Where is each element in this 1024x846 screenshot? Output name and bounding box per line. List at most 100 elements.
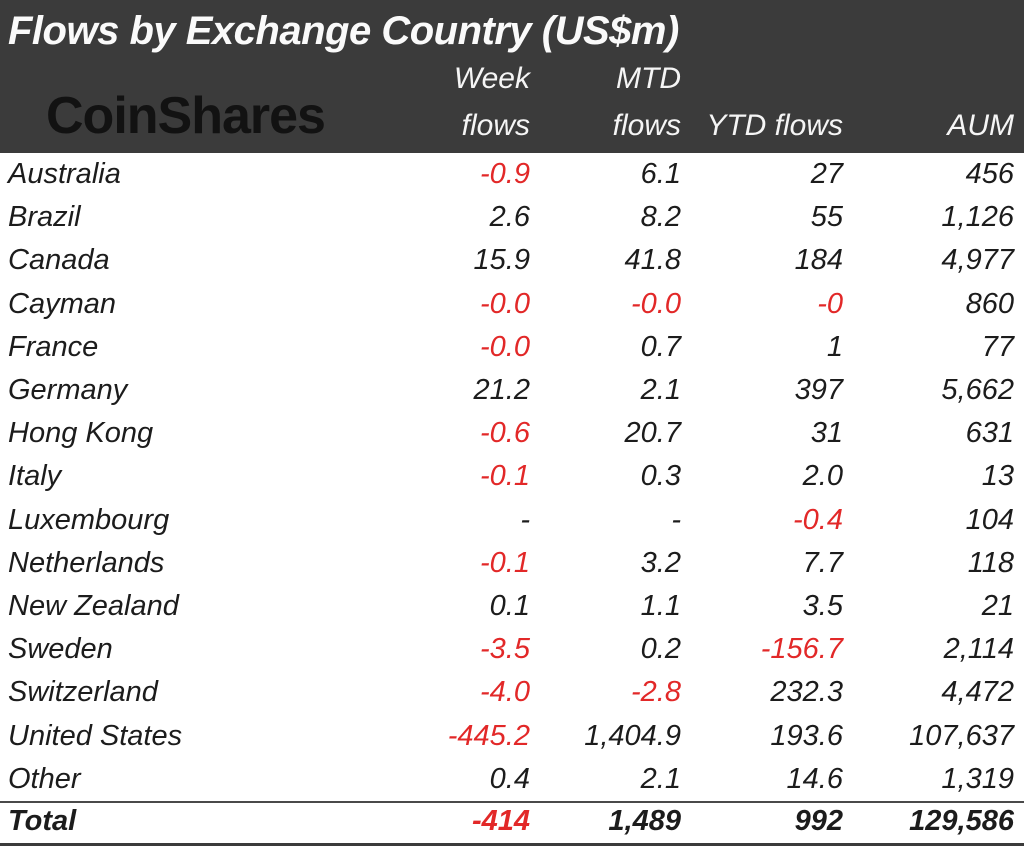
- value-cell-ytd-flows: 397: [794, 374, 843, 407]
- value-cell-mtd-flows: -: [671, 503, 681, 536]
- country-label: Hong Kong: [8, 417, 154, 450]
- value-cell-aum: 456: [965, 158, 1014, 191]
- logo-cell: CoinShares: [0, 90, 390, 154]
- value-cell-ytd-flows: -156.7: [760, 633, 843, 666]
- value-cell-week-flows: -0.6: [480, 417, 530, 450]
- table-row: Hong Kong -0.6 20.7 31 631: [0, 412, 1024, 455]
- table-row: New Zealand 0.1 1.1 3.5 21: [0, 585, 1024, 628]
- total-aum: 129,586: [909, 805, 1014, 838]
- value-cell-mtd-flows: 20.7: [624, 417, 681, 450]
- value-cell-aum: 107,637: [909, 719, 1014, 752]
- value-cell-week-flows: 0.1: [489, 589, 530, 622]
- value-cell-week-flows: -0.1: [480, 460, 530, 493]
- value-cell-week-flows: -3.5: [480, 633, 530, 666]
- value-cell-week-flows: -445.2: [447, 719, 530, 752]
- country-label: New Zealand: [8, 589, 179, 622]
- column-header-row: CoinShares Week flows MTD flows YTD flow…: [0, 55, 1024, 144]
- country-label: Sweden: [8, 633, 113, 666]
- table-row: Cayman -0.0 -0.0 -0 860: [0, 283, 1024, 326]
- country-label: United States: [8, 719, 183, 752]
- value-cell-aum: 2,114: [943, 633, 1014, 666]
- table-row: Netherlands -0.1 3.2 7.7 118: [0, 542, 1024, 585]
- value-cell-ytd-flows: 184: [794, 244, 843, 277]
- value-cell-mtd-flows: 2.1: [640, 374, 681, 407]
- value-cell-week-flows: -: [520, 503, 530, 536]
- column-header-ytd-flows: YTD flows: [706, 109, 843, 142]
- table-row: Sweden -3.5 0.2 -156.7 2,114: [0, 628, 1024, 671]
- value-cell-aum: 13: [981, 460, 1014, 493]
- total-mtd-flows: 1,489: [608, 805, 681, 838]
- value-cell-week-flows: 21.2: [473, 374, 530, 407]
- figure-header: Flows by Exchange Country (US$m) CoinSha…: [0, 0, 1024, 153]
- value-cell-mtd-flows: 0.2: [640, 633, 681, 666]
- value-cell-aum: 77: [981, 330, 1014, 363]
- table-row: Canada 15.9 41.8 184 4,977: [0, 239, 1024, 282]
- table-row: Luxembourg - - -0.4 104: [0, 499, 1024, 542]
- value-cell-mtd-flows: 1,404.9: [584, 719, 681, 752]
- value-cell-aum: 4,472: [941, 676, 1014, 709]
- column-header-mtd-flows: MTD flows: [612, 62, 681, 142]
- value-cell-week-flows: 2.6: [489, 201, 530, 234]
- value-cell-mtd-flows: 0.7: [640, 330, 681, 363]
- value-cell-week-flows: 15.9: [473, 244, 530, 277]
- value-cell-aum: 21: [981, 589, 1014, 622]
- column-header-aum: AUM: [947, 109, 1014, 142]
- total-label: Total: [8, 805, 77, 838]
- country-label: Switzerland: [8, 676, 158, 709]
- value-cell-mtd-flows: 6.1: [640, 158, 681, 191]
- country-label: Australia: [8, 158, 121, 191]
- value-cell-aum: 1,126: [941, 201, 1014, 234]
- table-row: Switzerland -4.0 -2.8 232.3 4,472: [0, 671, 1024, 714]
- value-cell-ytd-flows: 1: [826, 330, 843, 363]
- value-cell-ytd-flows: 7.7: [802, 546, 843, 579]
- value-cell-mtd-flows: -0.0: [631, 287, 681, 320]
- value-cell-week-flows: -0.9: [480, 158, 530, 191]
- table-row: United States -445.2 1,404.9 193.6 107,637: [0, 714, 1024, 757]
- value-cell-week-flows: -0.1: [480, 546, 530, 579]
- value-cell-week-flows: -0.0: [480, 287, 530, 320]
- value-cell-mtd-flows: 8.2: [640, 201, 681, 234]
- coinshares-logo: CoinShares: [46, 87, 326, 145]
- value-cell-aum: 4,977: [941, 244, 1014, 277]
- country-label: Other: [8, 762, 81, 795]
- total-week-flows: -414: [471, 805, 530, 838]
- value-cell-aum: 631: [965, 417, 1014, 450]
- country-label: Canada: [8, 244, 110, 277]
- total-ytd-flows: 992: [794, 805, 843, 838]
- value-cell-aum: 118: [967, 546, 1014, 579]
- value-cell-aum: 104: [965, 503, 1014, 536]
- total-row: Total -414 1,489 992 129,586: [0, 800, 1024, 841]
- table-row: Other 0.4 2.1 14.6 1,319: [0, 758, 1024, 801]
- value-cell-aum: 860: [965, 287, 1014, 320]
- value-cell-ytd-flows: 14.6: [786, 762, 843, 795]
- value-cell-mtd-flows: 2.1: [640, 762, 681, 795]
- value-cell-aum: 1,319: [941, 762, 1014, 795]
- value-cell-ytd-flows: 27: [810, 158, 843, 191]
- column-header-week-flows: Week flows: [453, 62, 530, 142]
- country-label: Netherlands: [8, 546, 165, 579]
- value-cell-ytd-flows: 2.0: [802, 460, 843, 493]
- value-cell-ytd-flows: 3.5: [802, 589, 843, 622]
- value-cell-ytd-flows: -0: [817, 287, 843, 320]
- table-body: Australia -0.9 6.1 27 456 Brazil 2.6 8.2 55 1,126…: [0, 153, 1024, 801]
- value-cell-week-flows: -4.0: [480, 676, 530, 709]
- value-cell-mtd-flows: 0.3: [640, 460, 681, 493]
- country-label: Brazil: [8, 201, 81, 234]
- country-label: Luxembourg: [8, 503, 170, 536]
- value-cell-ytd-flows: 31: [810, 417, 843, 450]
- value-cell-mtd-flows: 1.1: [640, 589, 681, 622]
- country-label: Cayman: [8, 287, 116, 320]
- value-cell-aum: 5,662: [941, 374, 1014, 407]
- value-cell-week-flows: -0.0: [480, 330, 530, 363]
- value-cell-mtd-flows: -2.8: [631, 676, 681, 709]
- table-row: Germany 21.2 2.1 397 5,662: [0, 369, 1024, 412]
- value-cell-week-flows: 0.4: [489, 762, 530, 795]
- table-row: Brazil 2.6 8.2 55 1,126: [0, 196, 1024, 239]
- table-row: Italy -0.1 0.3 2.0 13: [0, 455, 1024, 498]
- value-cell-ytd-flows: 55: [810, 201, 843, 234]
- country-label: France: [8, 330, 99, 363]
- country-label: Germany: [8, 374, 128, 407]
- table-row: France -0.0 0.7 1 77: [0, 326, 1024, 369]
- country-label: Italy: [8, 460, 62, 493]
